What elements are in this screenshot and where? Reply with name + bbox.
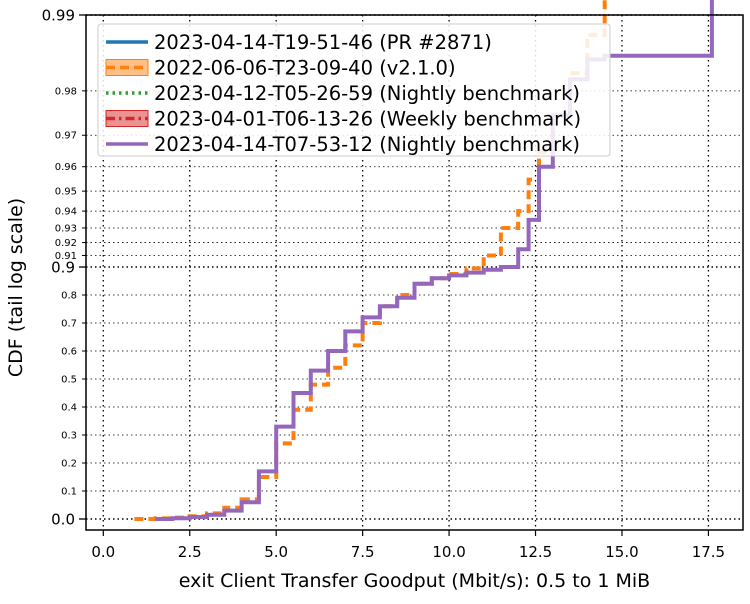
legend-label: 2022-06-06-T23-09-40 (v2.1.0) (154, 57, 456, 80)
y-axis-label: CDF (tail log scale) (5, 198, 27, 377)
x-tick-label: 10.0 (432, 543, 465, 561)
y-minor-tick-label: 0.95 (55, 187, 77, 198)
series-line-4 (155, 0, 714, 521)
x-tick-label: 15.0 (605, 543, 638, 561)
x-axis-label: exit Client Transfer Goodput (Mbit/s): 0… (179, 570, 650, 592)
y-minor-tick-label: 0.97 (55, 131, 77, 142)
x-axis-ticks: 0.0 2.5 5.0 7.5 10.0 12.5 15.0 17.5 (91, 530, 725, 561)
y-minor-tick-label: 0.1 (61, 487, 77, 498)
y-minor-tick-label: 0.91 (55, 251, 77, 262)
x-tick-label: 17.5 (692, 543, 725, 561)
x-tick-label: 7.5 (351, 543, 375, 561)
y-minor-tick-label: 0.98 (55, 86, 77, 97)
y-major-tick-label: 0.99 (42, 7, 75, 25)
legend: 2023-04-14-T19-51-46 (PR #2871) 2022-06-0… (97, 23, 611, 157)
y-minor-tick-label: 0.5 (61, 375, 77, 386)
x-tick-label: 5.0 (264, 543, 288, 561)
x-tick-label: 0.0 (91, 543, 115, 561)
x-tick-label: 12.5 (519, 543, 552, 561)
axes (85, 14, 744, 531)
y-minor-tick-label: 0.8 (61, 291, 77, 302)
y-minor-tick-label: 0.4 (61, 403, 77, 414)
y-minor-tick-label: 0.94 (55, 207, 77, 218)
y-minor-tick-label: 0.96 (55, 162, 77, 173)
legend-box (97, 23, 611, 157)
legend-label: 2023-04-14-T19-51-46 (PR #2871) (154, 31, 492, 54)
legend-label: 2023-04-12-T05-26-59 (Nightly benchmark) (154, 82, 580, 105)
plot-frame (85, 14, 744, 531)
y-minor-tick-label: 0.6 (61, 347, 77, 358)
y-minor-tick-label: 0.3 (61, 431, 77, 442)
y-major-tick-label: 0.0 (51, 511, 75, 529)
legend-label: 2023-04-14-T07-53-12 (Nightly benchmark) (154, 133, 580, 156)
x-tick-label: 2.5 (178, 543, 202, 561)
y-axis-ticks: 0.1 0.2 0.3 0.4 0.5 0.6 0.7 0.8 0.91 0.92 0.93 0.94… (42, 7, 86, 529)
y-minor-tick-label: 0.7 (61, 319, 77, 330)
y-minor-tick-label: 0.2 (61, 459, 77, 470)
y-minor-tick-label: 0.92 (55, 238, 77, 249)
y-minor-tick-label: 0.93 (55, 223, 77, 234)
legend-label: 2023-04-01-T06-13-26 (Weekly benchmark) (154, 108, 581, 131)
y-major-tick-label: 0.9 (51, 259, 75, 277)
